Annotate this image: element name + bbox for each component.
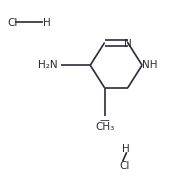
Text: Cl: Cl xyxy=(119,161,129,171)
Text: H: H xyxy=(122,144,130,154)
Text: CH₃: CH₃ xyxy=(95,122,114,132)
Text: H₂N: H₂N xyxy=(38,60,58,70)
Text: NH: NH xyxy=(142,60,158,70)
Text: N: N xyxy=(124,39,132,49)
Text: —: — xyxy=(100,115,109,125)
Text: H: H xyxy=(43,18,51,28)
Text: Cl: Cl xyxy=(8,18,18,28)
